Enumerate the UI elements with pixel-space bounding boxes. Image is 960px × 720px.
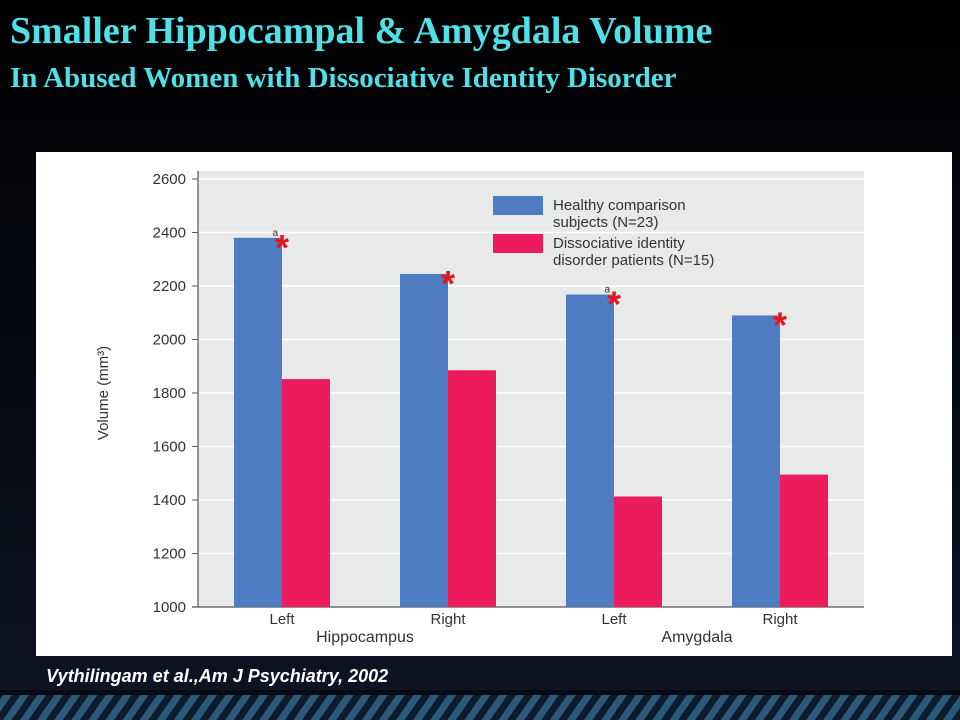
significance-asterisk: * <box>275 227 289 268</box>
legend-label: subjects (N=23) <box>553 214 658 231</box>
legend-label: disorder patients (N=15) <box>553 252 714 269</box>
slide-subtitle: In Abused Women with Dissociative Identi… <box>10 62 677 94</box>
y-tick-label: 1800 <box>153 385 186 402</box>
bar-did <box>780 474 828 607</box>
bar-healthy <box>400 273 448 607</box>
x-group-label: Amygdala <box>661 629 732 646</box>
significance-asterisk: * <box>773 304 787 345</box>
y-tick-label: 2600 <box>153 171 186 188</box>
y-tick-label: 2200 <box>153 278 186 295</box>
legend-swatch-did <box>493 234 543 253</box>
bar-healthy <box>234 237 282 607</box>
citation: Vythilingam et al.,Am J Psychiatry, 2002 <box>46 666 389 686</box>
significance-superscript: a <box>604 285 610 296</box>
volume-bar-chart: 1000 1200 1400 1600 1800 2000 2200 2400 2600 Volu… <box>95 171 864 646</box>
x-group-label: Hippocampus <box>316 629 414 646</box>
bar-did <box>614 496 662 607</box>
y-tick-label: 1600 <box>153 439 186 456</box>
x-tick-label: Right <box>430 611 466 628</box>
legend-label: Dissociative identity <box>553 235 685 252</box>
significance-superscript: a <box>272 228 278 239</box>
bar-healthy <box>566 294 614 607</box>
y-tick-label: 1000 <box>153 599 186 616</box>
x-tick-label: Left <box>601 611 627 628</box>
legend-swatch-healthy <box>493 196 543 215</box>
y-tick-label: 1200 <box>153 546 186 563</box>
significance-asterisk: * <box>607 284 621 325</box>
chart-card: 1000 1200 1400 1600 1800 2000 2200 2400 2600 Volu… <box>36 152 952 656</box>
x-tick-label: Right <box>762 611 798 628</box>
slide-title: Smaller Hippocampal & Amygdala Volume <box>10 10 713 52</box>
y-tick-label: 2000 <box>153 332 186 349</box>
y-axis-label: Volume (mm³) <box>95 346 112 440</box>
footer-stripes <box>0 690 960 720</box>
bar-did <box>448 370 496 607</box>
y-tick-label: 2400 <box>153 225 186 242</box>
legend-label: Healthy comparison <box>553 197 686 214</box>
bar-did <box>282 379 330 607</box>
y-tick-label: 1400 <box>153 492 186 509</box>
x-tick-label: Left <box>269 611 295 628</box>
bar-healthy <box>732 315 780 607</box>
significance-asterisk: * <box>441 263 455 304</box>
